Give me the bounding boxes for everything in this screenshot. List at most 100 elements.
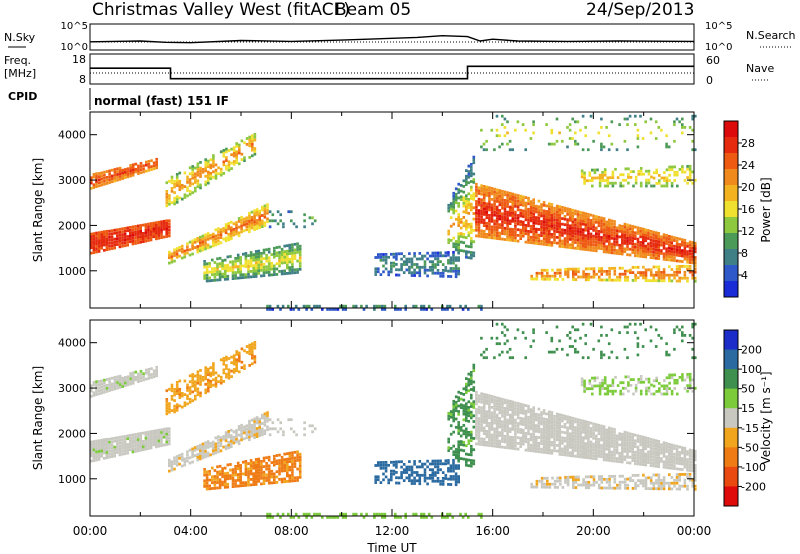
power-cell [587, 248, 590, 252]
velocity-cell [136, 432, 140, 436]
power-cell [596, 176, 599, 180]
power-cell [558, 236, 562, 240]
velocity-cell [131, 371, 135, 375]
power-cell [123, 244, 127, 248]
velocity-cell [147, 444, 150, 448]
power-cell [199, 183, 202, 187]
power-cell [485, 213, 489, 217]
power-cell [475, 214, 478, 218]
velocity-cell [105, 456, 109, 460]
power-cell [681, 170, 684, 174]
power-cell [454, 248, 458, 252]
power-cell [105, 179, 109, 182]
velocity-cell [291, 451, 294, 455]
velocity-cell [434, 474, 437, 477]
velocity-cell [592, 454, 595, 457]
power-cell [451, 308, 454, 311]
velocity-cell [532, 441, 535, 444]
velocity-cell [267, 476, 271, 479]
power-cell [204, 239, 207, 242]
velocity-cell [191, 455, 194, 459]
power-cell [387, 273, 390, 277]
power-cell [253, 220, 256, 223]
power-cell [413, 274, 416, 277]
velocity-cell [439, 462, 442, 466]
velocity-cell [454, 467, 458, 470]
power-cell [623, 250, 627, 253]
velocity-cell [462, 443, 466, 447]
power-cell [660, 184, 664, 188]
velocity-cell [467, 383, 471, 387]
velocity-cell [267, 481, 271, 485]
velocity-cell [134, 447, 137, 450]
power-cell [90, 246, 93, 250]
power-cell [267, 259, 271, 263]
velocity-cell [254, 466, 258, 470]
power-cell [108, 232, 111, 236]
velocity-cell [234, 470, 237, 474]
velocity-cell [545, 448, 548, 452]
power-cell [654, 239, 658, 243]
velocity-cell [587, 440, 590, 443]
power-cell [482, 196, 486, 199]
power-cell [204, 161, 207, 164]
power-cell [136, 238, 140, 242]
velocity-cell [150, 373, 153, 376]
velocity-cell [168, 439, 171, 443]
power-cell [553, 218, 556, 222]
velocity-cell [204, 374, 207, 378]
power-cell [92, 243, 96, 246]
velocity-cell [131, 444, 135, 448]
velocity-cell [110, 443, 114, 447]
power-cell [211, 279, 214, 282]
power-cell [254, 275, 258, 278]
velocity-cell [267, 478, 271, 482]
power-cell [516, 228, 520, 232]
power-cell [636, 276, 640, 280]
power-cell [194, 172, 197, 176]
power-cell [595, 243, 598, 247]
velocity-cell [558, 452, 562, 456]
velocity-cell [488, 410, 491, 414]
power-cell [634, 279, 637, 282]
velocity-cell [545, 434, 548, 438]
velocity-cell [180, 455, 184, 459]
power-cell [472, 198, 476, 201]
power-cell [490, 128, 494, 132]
power-cell [296, 259, 299, 263]
power-cell [260, 260, 263, 264]
velocity-cell [576, 423, 580, 427]
velocity-cell [503, 429, 507, 433]
power-cell [131, 173, 135, 177]
velocity-cell [157, 434, 161, 437]
velocity-cell [480, 406, 483, 410]
velocity-cell [230, 442, 233, 446]
power-cell [657, 232, 661, 235]
velocity-cell [449, 415, 453, 419]
velocity-cell [485, 410, 489, 414]
freq-label: Freq. [4, 54, 31, 67]
power-cell [592, 237, 595, 241]
velocity-cell [563, 425, 567, 429]
power-cell [248, 144, 251, 148]
velocity-cell [495, 402, 499, 405]
power-cell [506, 232, 509, 236]
power-cell [589, 221, 593, 225]
velocity-cell [387, 481, 390, 485]
power-cell [452, 191, 455, 195]
velocity-cell [144, 439, 148, 443]
velocity-cell [488, 408, 491, 411]
power-cell [248, 230, 251, 234]
power-cell [247, 273, 250, 276]
power-cell [508, 238, 512, 242]
power-cell [529, 208, 533, 212]
velocity-cell [553, 426, 556, 430]
velocity-cell [258, 423, 261, 426]
velocity-cell [457, 445, 460, 449]
velocity-cell [199, 374, 202, 378]
velocity-cell [535, 418, 538, 422]
power-cell [506, 194, 509, 197]
power-cell [576, 218, 580, 222]
power-cell [602, 233, 606, 237]
velocity-cell [579, 449, 582, 453]
